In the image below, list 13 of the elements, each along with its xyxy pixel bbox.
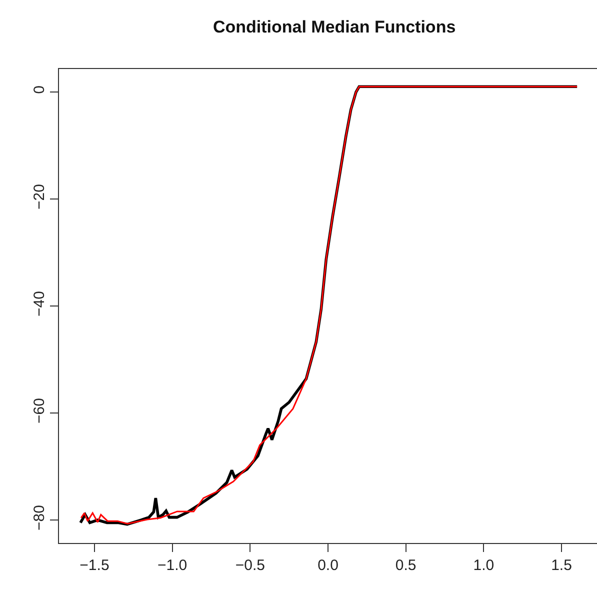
x-tick-label: −0.5 bbox=[235, 557, 265, 574]
x-tick-label: 1.5 bbox=[551, 557, 572, 574]
x-tick-label: −1.5 bbox=[80, 557, 110, 574]
x-tick-label: −1.0 bbox=[158, 557, 188, 574]
y-tick-label: −20 bbox=[31, 184, 48, 210]
x-tick-label: 1.0 bbox=[473, 557, 494, 574]
x-tick-label: 0.5 bbox=[395, 557, 416, 574]
x-tick-label: 0.0 bbox=[318, 557, 338, 574]
y-tick-label: −40 bbox=[31, 291, 48, 316]
y-tick-label: −80 bbox=[31, 505, 48, 530]
y-tick-label: 0 bbox=[31, 86, 48, 94]
y-tick-label: −60 bbox=[31, 398, 48, 424]
chart-title: Conditional Median Functions bbox=[212, 18, 456, 37]
